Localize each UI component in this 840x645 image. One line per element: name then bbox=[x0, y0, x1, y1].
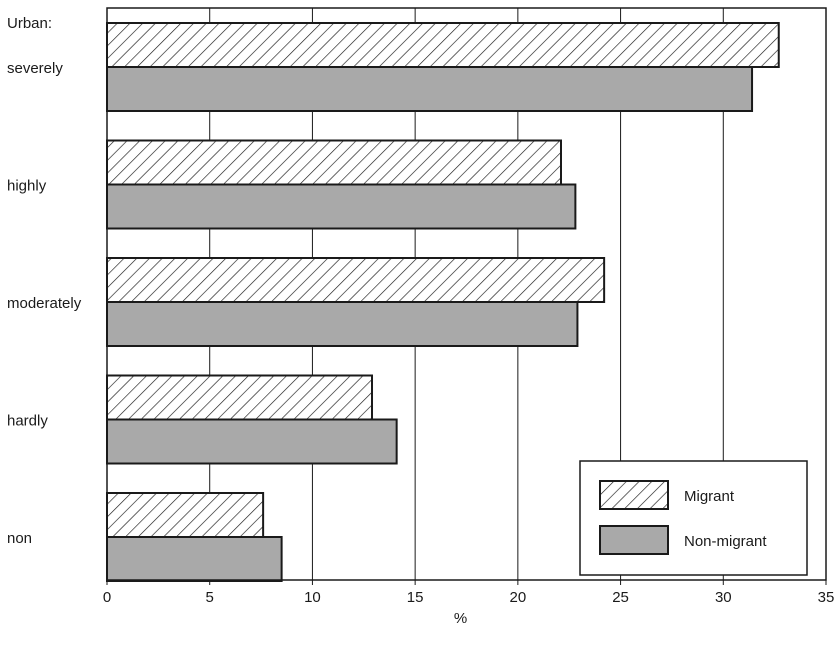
bar-non-migrant-moderately bbox=[106, 301, 579, 347]
x-tick-label: 30 bbox=[715, 589, 732, 606]
bar-non-migrant-non bbox=[106, 536, 283, 582]
category-header: Urban: bbox=[7, 15, 52, 32]
bar-non-migrant-hardly bbox=[106, 418, 398, 465]
bar-migrant-moderately bbox=[106, 257, 606, 303]
bar-migrant-non bbox=[106, 492, 265, 538]
bar-migrant-highly bbox=[106, 139, 562, 186]
bar-non-migrant-highly bbox=[106, 183, 577, 230]
bars bbox=[106, 22, 780, 582]
x-tick-label: 0 bbox=[103, 589, 111, 606]
plot-area-frame bbox=[106, 7, 827, 581]
x-axis-title: % bbox=[454, 610, 467, 627]
category-label-non: non bbox=[7, 530, 32, 547]
legend-box bbox=[579, 460, 808, 576]
bar-migrant-severely bbox=[106, 22, 780, 68]
category-label-moderately: moderately bbox=[7, 295, 82, 312]
x-axis-ticks: 0 5 10 15 20 25 30 35 bbox=[103, 580, 835, 606]
bar-non-migrant-severely bbox=[106, 66, 754, 112]
category-label-hardly: hardly bbox=[7, 413, 48, 430]
bar-migrant-hardly bbox=[106, 374, 374, 421]
category-label-highly: highly bbox=[7, 178, 47, 195]
legend-swatch-non-migrant bbox=[599, 525, 669, 555]
x-tick-label: 20 bbox=[510, 589, 527, 606]
legend-swatch-migrant bbox=[599, 480, 669, 510]
x-tick-label: 5 bbox=[206, 589, 214, 606]
x-tick-label: 35 bbox=[818, 589, 835, 606]
x-tick-label: 10 bbox=[304, 589, 321, 606]
legend: Migrant Non-migrant bbox=[579, 460, 808, 576]
category-labels: Urban: severely highly moderately hardly non bbox=[7, 15, 82, 547]
legend-label-migrant: Migrant bbox=[684, 488, 735, 505]
legend-label-non-migrant: Non-migrant bbox=[684, 533, 767, 550]
category-label-severely: severely bbox=[7, 60, 63, 77]
x-tick-label: 25 bbox=[612, 589, 629, 606]
x-tick-label: 15 bbox=[407, 589, 424, 606]
